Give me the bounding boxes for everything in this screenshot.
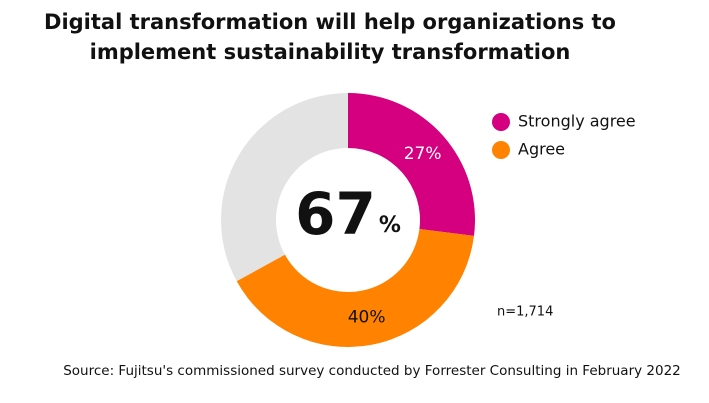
legend-label: Strongly agree (518, 112, 636, 131)
legend-label: Agree (518, 140, 565, 159)
source-note: Source: Fujitsu's commissioned survey co… (63, 363, 681, 379)
chart-title: Digital transformation will help organiz… (44, 10, 616, 34)
donut-segment (220, 92, 348, 282)
center-value: 67 (295, 180, 376, 248)
center-unit: % (379, 213, 401, 238)
data-label: 40% (348, 308, 386, 328)
data-label: 27% (404, 144, 442, 164)
chart-title: implement sustainability transformation (90, 40, 571, 64)
sample-note: n=1,714 (497, 305, 553, 320)
legend-marker (492, 113, 510, 131)
donut-segment (348, 93, 475, 236)
donut-segment (236, 229, 474, 347)
legend-marker (492, 141, 510, 159)
center-figure: 67% (295, 180, 401, 248)
